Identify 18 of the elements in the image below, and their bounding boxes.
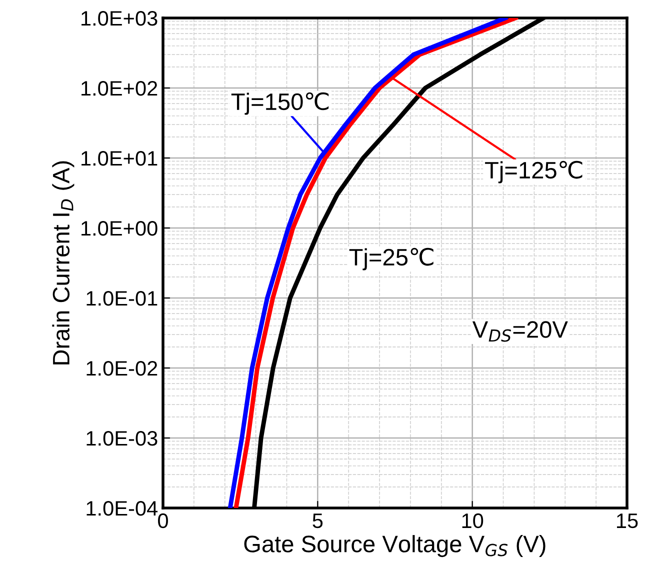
y-tick-label: 1.0E+02 [82, 81, 158, 96]
annotation: V$_{DS}$=20V [472, 321, 568, 342]
y-tick-label: 1.0E-03 [86, 431, 158, 446]
annotation: Tj=150℃ [231, 92, 329, 115]
annotation: Tj=25℃ [349, 248, 434, 270]
y-tick-label: 1.0E-02 [86, 361, 158, 376]
x-axis-title: Gate Source Voltage V$_{GS}$ (V) [244, 535, 546, 558]
x-tick-label: 10 [462, 513, 484, 528]
annotation: Tj=125℃ [485, 160, 582, 184]
y-axis-title: Drain Current I$_{D}$ (A) [52, 161, 74, 364]
x-tick-label: 15 [617, 514, 638, 528]
y-tick-label: 1.0E-01 [86, 291, 158, 306]
y-tick-label: 1.0E+00 [82, 221, 158, 236]
y-tick-label: 1.0E+01 [82, 151, 158, 166]
x-tick-label: 5 [312, 514, 323, 528]
x-tick-label: 0 [158, 513, 168, 528]
y-tick-label: 1.0E+03 [82, 11, 158, 26]
y-tick-label: 1.0E-04 [86, 501, 158, 516]
